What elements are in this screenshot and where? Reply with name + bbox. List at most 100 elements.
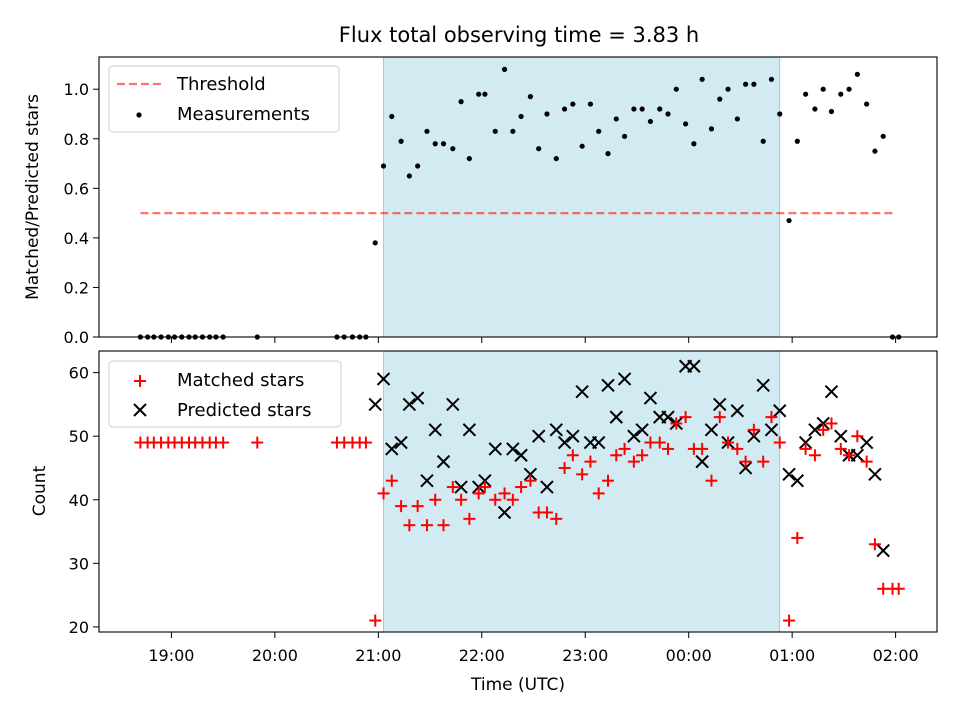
measurement-point [838, 91, 844, 97]
x-tick-label: 01:00 [769, 646, 815, 665]
predicted-point [514, 448, 528, 462]
matched-point [550, 512, 563, 525]
measurement-point [458, 99, 464, 105]
measurement-point [372, 240, 378, 246]
measurement-point [760, 138, 766, 144]
legend-measurements-swatch [136, 112, 142, 118]
measurement-point [699, 76, 705, 82]
x-axis-label: Time (UTC) [470, 675, 565, 695]
matched-point [705, 474, 718, 487]
legend-matched-swatch [134, 375, 146, 387]
predicted-point [591, 435, 606, 450]
predicted-point [764, 423, 779, 437]
predicted-point [376, 372, 391, 386]
matched-point [540, 506, 553, 519]
x-tick-label: 19:00 [148, 646, 194, 665]
predicted-point [773, 404, 787, 418]
matched-point [825, 417, 838, 430]
x-tick-label: 23:00 [562, 646, 608, 665]
measurement-point [398, 138, 404, 144]
predicted-point [738, 461, 753, 475]
predicted-point [747, 429, 761, 443]
measurement-point [621, 133, 628, 139]
measurement-point [561, 106, 568, 112]
measurement-point [683, 121, 689, 127]
predicted-point [868, 467, 882, 482]
top-legend: Threshold Measurements [108, 65, 340, 133]
top-legend-box [108, 65, 340, 133]
predicted-point [436, 454, 451, 469]
predicted-point [462, 423, 477, 437]
predicted-point [876, 543, 890, 558]
predicted-point [557, 435, 572, 450]
matched-point [489, 493, 502, 506]
predicted-point [394, 435, 408, 450]
matched-point [369, 614, 382, 627]
measurement-point [768, 76, 775, 82]
predicted-point [402, 397, 417, 412]
matched-point [713, 411, 726, 424]
predicted-point [575, 384, 589, 399]
predicted-point [687, 359, 701, 373]
measurement-point [717, 96, 723, 102]
measurement-point [786, 217, 792, 224]
matched-point [670, 417, 683, 430]
bottom-highlight-span [383, 350, 781, 633]
top-y-tick-label: 0.2 [64, 278, 89, 297]
measurement-point [432, 141, 438, 147]
measurement-point [476, 91, 482, 97]
measurement-point [536, 146, 542, 152]
matched-point [251, 436, 264, 449]
predicted-point [566, 429, 580, 443]
matched-point [679, 411, 692, 424]
top-y-tick-label: 0.4 [64, 229, 89, 248]
matched-point [791, 531, 804, 544]
matched-point [411, 500, 424, 513]
matched-point [592, 487, 605, 500]
bottom-legend: Matched stars Predicted stars [108, 360, 342, 428]
matched-point [636, 449, 649, 462]
top-panel: 0.0 0.2 0.4 0.6 0.8 1.0 Matched/Predicted sta… [23, 56, 938, 347]
predicted-point [410, 391, 425, 405]
predicted-point [609, 410, 623, 424]
predicted-point [540, 480, 554, 494]
predicted-point [617, 372, 632, 386]
measurement-point [553, 155, 559, 162]
matched-point [395, 500, 408, 513]
matched-point [731, 442, 744, 455]
measurement-point [510, 128, 516, 134]
legend-predicted-label: Predicted stars [177, 400, 311, 421]
bottom-y-tick-label: 20 [69, 618, 89, 637]
measurement-point [725, 86, 731, 92]
measurement-point [673, 86, 679, 92]
measurement-point [872, 148, 878, 154]
predicted-point [497, 505, 512, 520]
measurement-point [440, 141, 447, 147]
matched-point [455, 493, 468, 506]
measurement-point [380, 163, 387, 169]
matched-point [385, 474, 398, 487]
predicted-point [385, 442, 399, 456]
measurement-point [828, 108, 835, 115]
x-tick-label: 02:00 [873, 646, 919, 665]
matched-point [843, 449, 856, 462]
bottom-y-tick-label: 30 [69, 554, 89, 573]
predicted-point [790, 473, 805, 488]
bottom-axes-frame [98, 350, 938, 633]
matched-point [808, 449, 821, 462]
measurement-point [820, 86, 826, 92]
measurement-point [691, 141, 697, 147]
legend-predicted-swatch [133, 403, 147, 417]
measurement-point [708, 126, 715, 132]
measurement-point [415, 163, 421, 169]
x-tick-label: 21:00 [355, 646, 401, 665]
measurement-point [570, 101, 576, 107]
predicted-point [782, 467, 796, 482]
predicted-point [808, 423, 822, 437]
measurement-point [501, 66, 508, 72]
matched-point [892, 582, 905, 595]
matched-point [773, 436, 786, 449]
predicted-point [816, 416, 830, 431]
x-tick-label: 00:00 [666, 646, 712, 665]
